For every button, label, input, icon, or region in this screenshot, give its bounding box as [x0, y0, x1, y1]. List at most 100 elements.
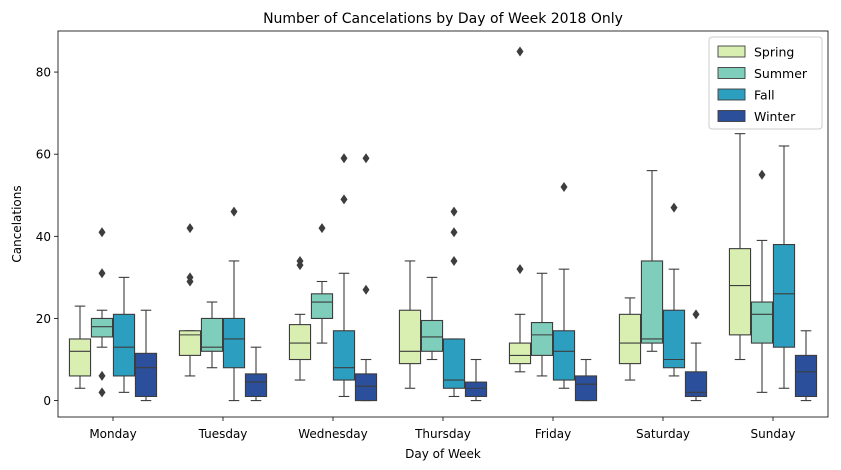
outlier-point — [186, 223, 194, 234]
legend-label: Spring — [754, 45, 794, 60]
outlier-point — [450, 206, 458, 217]
box-iqr — [244, 373, 268, 398]
legend: Spring Summer Fall Winter — [708, 36, 823, 130]
outlier-point — [98, 227, 106, 238]
legend-swatch — [717, 110, 746, 122]
outlier-point — [98, 387, 106, 398]
box-iqr — [442, 338, 466, 389]
box-winter — [464, 358, 488, 402]
y-axis-label: Cancelations — [10, 185, 24, 262]
outlier-point — [186, 272, 194, 283]
legend-label: Summer — [754, 66, 808, 81]
outlier-point — [450, 227, 458, 238]
outlier-point — [560, 182, 568, 193]
x-tick-label: Sunday — [751, 427, 796, 441]
legend-swatch — [717, 67, 746, 79]
x-tick-label: Wednesday — [298, 427, 367, 441]
outlier-point — [670, 202, 678, 213]
box-iqr — [464, 381, 488, 398]
legend-label: Winter — [754, 109, 796, 124]
outlier-point — [450, 255, 458, 266]
legend-frame — [708, 36, 823, 130]
box-iqr — [200, 317, 224, 352]
box-iqr — [310, 293, 334, 319]
box-iqr — [728, 248, 752, 336]
box-spring — [508, 46, 532, 373]
box-iqr — [684, 371, 708, 398]
outlier-point — [340, 194, 348, 205]
box-iqr — [574, 375, 598, 402]
outlier-point — [362, 153, 370, 164]
box-fall — [662, 202, 686, 377]
box-iqr — [68, 338, 92, 377]
box-fall — [442, 206, 466, 398]
box-fall — [222, 206, 246, 402]
x-tick-label: Thursday — [414, 427, 471, 441]
box-winter — [354, 153, 378, 402]
outlier-point — [230, 206, 238, 217]
box-winter — [134, 309, 158, 402]
box-iqr — [552, 330, 576, 381]
y-axis: 0 20 40 60 80 — [36, 66, 58, 408]
outlier-point — [516, 264, 524, 275]
outlier-point — [516, 46, 524, 57]
box-winter — [244, 346, 268, 402]
box-summer — [90, 227, 114, 398]
outlier-point — [98, 370, 106, 381]
box-iqr — [112, 313, 136, 377]
y-tick-label: 20 — [36, 312, 51, 326]
box-fall — [112, 276, 136, 393]
outlier-point — [362, 284, 370, 295]
box-spring — [178, 223, 202, 377]
y-tick-label: 0 — [43, 394, 51, 408]
box-iqr — [398, 309, 422, 365]
outlier-point — [340, 153, 348, 164]
box-iqr — [618, 313, 642, 365]
x-axis-label: Day of Week — [405, 447, 481, 461]
legend-swatch — [717, 45, 746, 58]
box-summer — [310, 223, 334, 344]
x-tick-label: Monday — [89, 427, 136, 441]
x-tick-label: Tuesday — [198, 427, 248, 441]
x-axis: Monday Tuesday Wednesday Thursday Friday Satu… — [89, 417, 795, 441]
box-summer — [530, 272, 554, 377]
y-tick-label: 80 — [36, 66, 51, 80]
outlier-point — [318, 223, 326, 234]
outlier-point — [758, 169, 766, 180]
box-iqr — [222, 317, 246, 369]
box-series — [68, 46, 818, 402]
x-tick-label: Friday — [535, 427, 571, 441]
y-tick-label: 40 — [36, 230, 51, 244]
box-iqr — [134, 352, 158, 398]
box-spring — [68, 305, 92, 389]
outlier-point — [692, 309, 700, 320]
box-iqr — [288, 324, 312, 361]
box-winter — [794, 330, 818, 402]
box-fall — [332, 153, 356, 398]
box-summer — [750, 169, 774, 393]
box-winter — [684, 309, 708, 402]
box-iqr — [332, 330, 356, 381]
box-winter — [574, 358, 598, 402]
box-summer — [420, 276, 444, 361]
box-iqr — [90, 317, 114, 338]
box-summer — [640, 170, 664, 352]
legend-label: Fall — [754, 88, 775, 103]
box-iqr — [178, 330, 202, 356]
x-tick-label: Saturday — [636, 427, 690, 441]
box-spring — [728, 133, 752, 361]
box-iqr — [772, 243, 796, 348]
outlier-point — [296, 255, 304, 266]
outlier-point — [98, 268, 106, 279]
box-summer — [200, 301, 224, 369]
box-iqr — [794, 354, 818, 398]
box-spring — [398, 260, 422, 389]
box-iqr — [354, 373, 378, 402]
box-iqr — [750, 301, 774, 344]
y-tick-label: 60 — [36, 148, 51, 162]
box-spring — [618, 297, 642, 381]
box-spring — [288, 255, 312, 381]
box-fall — [772, 145, 796, 389]
box-fall — [552, 182, 576, 389]
